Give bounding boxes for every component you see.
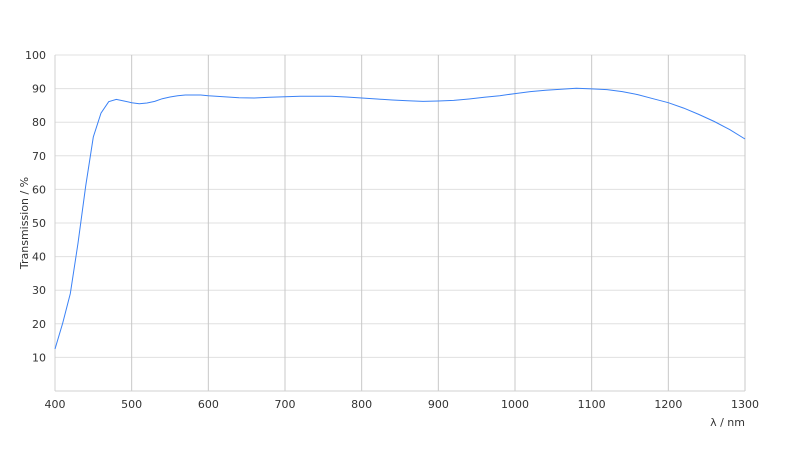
axes bbox=[54, 55, 745, 392]
y-tick-label: 100 bbox=[25, 49, 46, 62]
x-tick-label: 500 bbox=[121, 398, 142, 411]
y-tick-label: 50 bbox=[32, 217, 46, 230]
y-tick-label: 40 bbox=[32, 251, 46, 264]
grid bbox=[55, 54, 746, 391]
x-tick-label: 1100 bbox=[578, 398, 606, 411]
x-tick-label: 1000 bbox=[501, 398, 529, 411]
x-tick-label: 1300 bbox=[731, 398, 759, 411]
x-tick-label: 400 bbox=[45, 398, 66, 411]
y-tick-label: 60 bbox=[32, 183, 46, 196]
y-tick-label: 70 bbox=[32, 150, 46, 163]
y-tick-label: 90 bbox=[32, 83, 46, 96]
y-tick-label: 20 bbox=[32, 318, 46, 331]
y-tick-label: 30 bbox=[32, 284, 46, 297]
x-tick-label: 700 bbox=[275, 398, 296, 411]
x-axis-label: λ / nm bbox=[710, 416, 745, 429]
y-axis-label: Transmission / % bbox=[18, 177, 31, 270]
y-tick-label: 80 bbox=[32, 116, 46, 129]
tick-labels: 10 20 30 40 50 60 70 80 90 100 400 500 600 700 800 900 1… bbox=[25, 49, 759, 411]
series-line bbox=[54, 87, 746, 350]
x-tick-label: 800 bbox=[351, 398, 372, 411]
y-tick-label: 10 bbox=[32, 351, 46, 364]
x-tick-label: 1200 bbox=[654, 398, 682, 411]
x-tick-label: 600 bbox=[198, 398, 219, 411]
x-tick-label: 900 bbox=[428, 398, 449, 411]
